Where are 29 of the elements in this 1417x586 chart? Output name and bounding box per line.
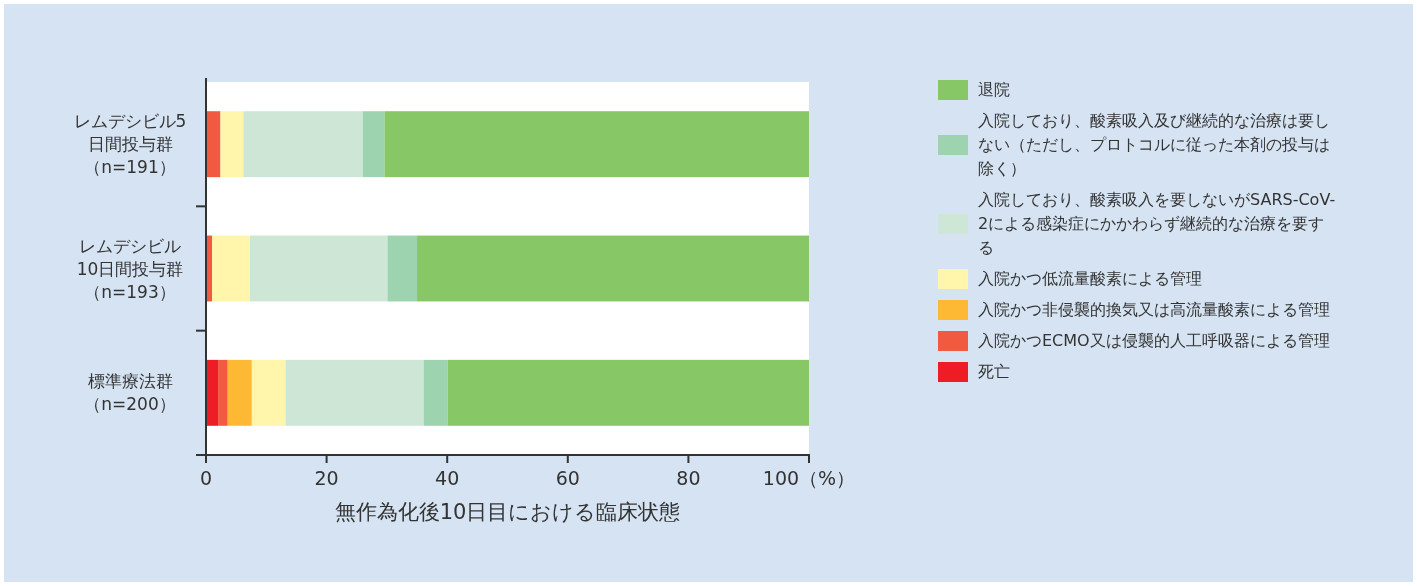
legend-label: 入院かつ低流量酸素による管理: [978, 268, 1202, 290]
bar: [220, 111, 244, 178]
x-tick-label: 0: [199, 467, 213, 489]
legend-label: 死亡: [978, 361, 1010, 383]
bar: [285, 359, 424, 426]
legend-label: 入院しており、酸素吸入を要しないがSARS-CoV-2による感染症にかかわらず継続的な治療を要する: [978, 189, 1337, 259]
x-axis-title: 無作為化後10日目における臨床状態: [334, 500, 681, 524]
legend-label: 入院しており、酸素吸入及び継続的な治療は要しない（ただし、プロトコルに従った本剤の投与は除く）: [978, 110, 1331, 180]
x-tick-label: 20: [314, 467, 339, 489]
bar: [362, 111, 385, 178]
y-tick-label: レムデシビル5日間投与群（n=191）: [72, 109, 188, 179]
legend-label: 入院かつECMO又は侵襲的人工呼吸器による管理: [978, 330, 1330, 352]
bar: [447, 359, 809, 426]
y-tick-label: レムデシビル10日間投与群（n=193）: [75, 234, 185, 303]
bar: [243, 111, 363, 178]
legend-label: 入院かつ非侵襲的換気又は高流量酸素による管理: [978, 299, 1330, 321]
x-tick-label: 60: [555, 467, 580, 489]
y-tick-label: 標準療法群（n=200）: [83, 369, 177, 416]
bar: [206, 111, 221, 178]
bar: [250, 235, 388, 302]
bar: [212, 235, 251, 302]
bar: [417, 235, 809, 302]
legend-label: 退院: [978, 79, 1010, 101]
x-tick-label: 80: [676, 467, 701, 489]
bar: [423, 359, 448, 426]
bar: [387, 235, 418, 302]
x-tick-label: 100（%）: [762, 467, 856, 489]
bar: [384, 111, 809, 178]
x-tick-label: 40: [435, 467, 460, 489]
